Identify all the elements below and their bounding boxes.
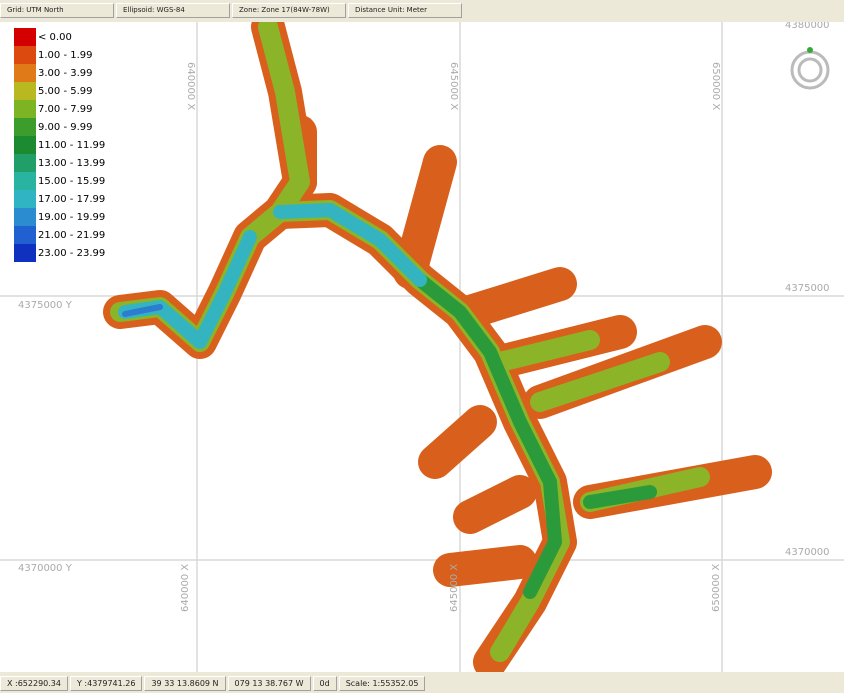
legend-item: 17.00 - 17.99: [14, 190, 122, 208]
legend-label: 11.00 - 11.99: [38, 139, 106, 151]
legend-swatch: [14, 100, 36, 118]
grid-label: 650000 X: [711, 564, 722, 612]
legend-label: 23.00 - 23.99: [38, 247, 106, 259]
grid-label: 640000 X: [185, 62, 196, 110]
map-view: 640000 X 645000 X 650000 X 640000 X 6450…: [0, 10, 844, 679]
legend-swatch: [14, 244, 36, 262]
legend-label: 19.00 - 19.99: [38, 211, 106, 223]
top-field: Grid: UTM North: [0, 2, 114, 18]
status-field: 39 33 13.8609 N: [144, 675, 226, 691]
legend-item: 13.00 - 13.99: [14, 154, 122, 172]
legend-swatch: [14, 28, 36, 46]
legend-item: 23.00 - 23.99: [14, 244, 122, 262]
legend-label: 17.00 - 17.99: [38, 193, 106, 205]
status-field: Scale: 1:55352.05: [338, 675, 426, 691]
grid-label: 640000 X: [180, 564, 191, 612]
legend-label: 3.00 - 3.99: [38, 67, 93, 79]
legend-item: 11.00 - 11.99: [14, 136, 122, 154]
legend-item: < 0.00: [14, 28, 122, 46]
compass: [790, 50, 830, 90]
legend-swatch: [14, 46, 36, 64]
grid-label: 650000 X: [710, 62, 721, 110]
legend-item: 15.00 - 15.99: [14, 172, 122, 190]
legend-item: 21.00 - 21.99: [14, 226, 122, 244]
legend-label: 9.00 - 9.99: [38, 121, 93, 133]
legend-item: 19.00 - 19.99: [14, 208, 122, 226]
legend-item: 3.00 - 3.99: [14, 64, 122, 82]
status-field: 079 13 38.767 W: [227, 675, 311, 691]
legend-item: 5.00 - 5.99: [14, 82, 122, 100]
grid-label: 645000 X: [449, 564, 460, 612]
grid-label: 4375000 Y: [18, 300, 73, 311]
legend-label: 7.00 - 7.99: [38, 103, 93, 115]
legend-label: 15.00 - 15.99: [38, 175, 106, 187]
legend-item: 9.00 - 9.99: [14, 118, 122, 136]
legend-swatch: [14, 64, 36, 82]
top-bar: Grid: UTM North Ellipsoid: WGS-84 Zone: Zo…: [0, 0, 844, 20]
top-field: Ellipsoid: WGS-84: [116, 2, 230, 18]
grid-label: 4370000 Y: [18, 563, 73, 574]
legend-swatch: [14, 190, 36, 208]
legend-swatch: [14, 208, 36, 226]
legend-label: 13.00 - 13.99: [38, 157, 106, 169]
legend-label: 1.00 - 1.99: [38, 49, 93, 61]
status-field: Y :4379741.26: [69, 675, 143, 691]
legend-swatch: [14, 172, 36, 190]
legend-swatch: [14, 136, 36, 154]
legend-item: 1.00 - 1.99: [14, 46, 122, 64]
reservoir: [103, 10, 772, 679]
top-field: Zone: Zone 17(84W-78W): [232, 2, 346, 18]
legend-swatch: [14, 154, 36, 172]
grid-label: 4375000: [785, 283, 830, 294]
status-field: X :652290.34: [0, 675, 68, 691]
top-field: Distance Unit: Meter: [348, 2, 462, 18]
legend-swatch: [14, 226, 36, 244]
grid-label: 4370000: [785, 547, 830, 558]
grid-label: 4380000: [785, 22, 830, 31]
status-bar: X :652290.34 Y :4379741.26 39 33 13.8609 N…: [0, 673, 844, 693]
legend-label: 5.00 - 5.99: [38, 85, 93, 97]
grid-label: 645000 X: [448, 62, 459, 110]
legend-label: < 0.00: [38, 31, 72, 43]
map-canvas: 640000 X 645000 X 650000 X 640000 X 6450…: [0, 10, 844, 679]
legend-label: 21.00 - 21.99: [38, 229, 106, 241]
status-field: 0d: [312, 675, 337, 691]
legend-swatch: [14, 82, 36, 100]
legend-item: 7.00 - 7.99: [14, 100, 122, 118]
compass-marker: [807, 47, 813, 53]
legend-swatch: [14, 118, 36, 136]
legend: < 0.00 1.00 - 1.99 3.00 - 3.99 5.00 - 5.99 7…: [14, 28, 122, 262]
